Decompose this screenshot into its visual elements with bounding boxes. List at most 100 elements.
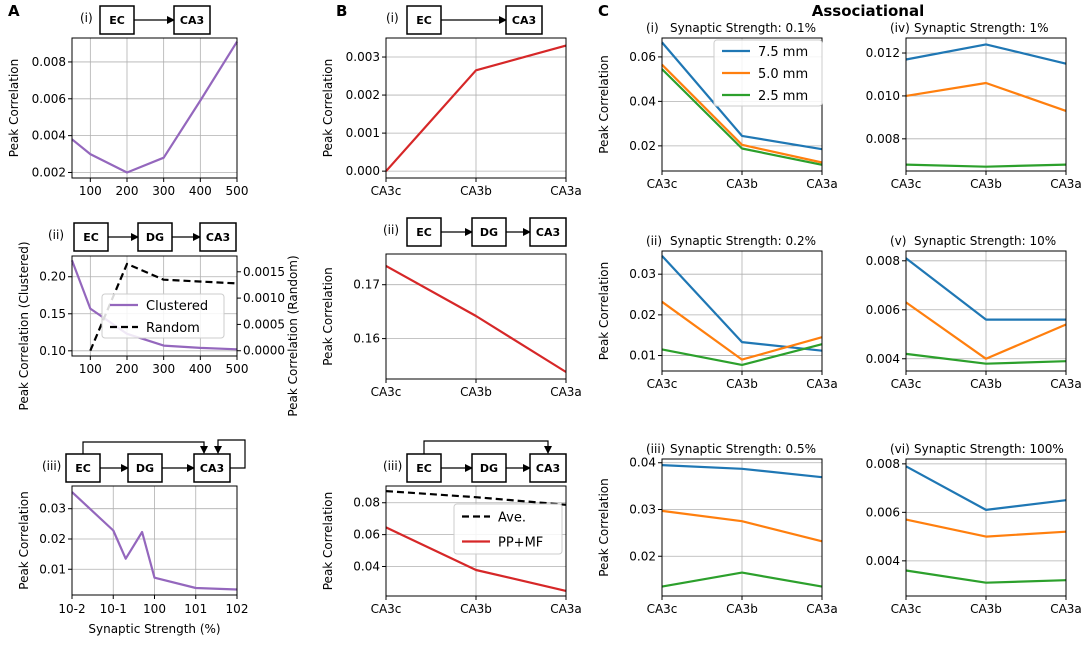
chart-B-i: CA3c CA3b CA3a 0.000 0.001 0.002 0.003 Peak Cor…	[321, 37, 582, 198]
y-tick-label: 0.06	[629, 50, 656, 64]
chart-C-iv: CA3c CA3b CA3a 0.008 0.010 0.012 (iv) Synaptic …	[866, 21, 1082, 191]
y-tick-label: 0.004	[866, 352, 900, 366]
roman-label: (i)	[646, 21, 659, 35]
y-tick-label: 0.04	[629, 94, 656, 108]
series-line-7-5-mm	[905, 257, 1066, 321]
y-tick-label: 0.03	[629, 502, 656, 516]
panel-title: Synaptic Strength: 100%	[914, 442, 1064, 456]
x-tick-label: 500	[226, 362, 249, 376]
y-axis-label: Peak Correlation	[7, 59, 21, 157]
x-tick-label: 101	[184, 602, 207, 616]
x-tick-label: 200	[116, 362, 139, 376]
y-tick-label: 0.02	[629, 308, 656, 322]
flow-box-dg: DG	[480, 226, 498, 239]
flow-box-dg: DG	[136, 462, 154, 475]
x-tick-label: CA3a	[806, 602, 838, 616]
y-tick-label: 0.15	[39, 307, 66, 321]
flow-diagram-a-iii: (iii) EC DG CA3	[42, 439, 246, 483]
series-line-5-0-mm	[905, 301, 1067, 360]
panel-title: Synaptic Strength: 1%	[914, 21, 1049, 35]
x-tick-label: CA3a	[550, 602, 582, 616]
series-line-7-5-mm	[661, 464, 823, 479]
y-tick-label: 0.003	[346, 50, 380, 64]
y-tick-label: 0.012	[866, 46, 900, 60]
roman-label: (i)	[386, 11, 399, 25]
charts-layer: 100 200 300 400 500 0.002 0.004 0.006 0.008 Peak …	[7, 21, 1082, 636]
chart-C-iii: CA3c CA3b CA3a 0.02 0.03 0.04 Peak Correlation…	[597, 442, 838, 616]
x-tick-label: 10-2	[58, 602, 85, 616]
panel-title: Synaptic Strength: 0.2%	[670, 234, 816, 248]
panel-title: Synaptic Strength: 0.1%	[670, 21, 816, 35]
y-tick-label: 0.16	[353, 332, 380, 346]
roman-label: (ii)	[383, 223, 399, 237]
associational-title: Associational	[812, 2, 925, 20]
x-tick-label: CA3b	[726, 602, 758, 616]
y-tick-label: 0.008	[866, 254, 900, 268]
legend-label: 5.0 mm	[758, 67, 808, 82]
roman-label: (ii)	[48, 228, 64, 242]
x-tick-label: CA3c	[647, 602, 678, 616]
flow-diagram-b-i: (i) EC CA3	[386, 5, 543, 35]
panel-letter-a: A	[8, 2, 20, 20]
y-tick-label: 0.04	[629, 456, 656, 470]
y-tick-label: 0.06	[353, 528, 380, 542]
x-tick-label: CA3b	[970, 377, 1002, 391]
flow-diagram-b-iii: (iii) EC DG CA3	[383, 440, 567, 483]
x-tick-label: 100	[143, 602, 166, 616]
series-line-5-0-mm	[661, 300, 823, 361]
x-tick-label: 200	[116, 184, 139, 198]
x-tick-label: CA3c	[891, 602, 922, 616]
chart-B-ii: CA3c CA3b CA3a 0.16 0.17 Peak Correlation	[321, 253, 582, 399]
y-axis-label: Peak Correlation	[597, 262, 611, 360]
flow-box-ca3: CA3	[200, 462, 224, 475]
y-axis-label-right: Peak Correlation (Random)	[286, 255, 300, 416]
series-line-2-5-mm	[661, 571, 823, 588]
series-line-5-0-mm	[905, 81, 1067, 112]
y-tick-label: 0.001	[346, 126, 380, 140]
x-tick-label: 400	[189, 184, 212, 198]
y-axis-label: Peak Correlation	[597, 478, 611, 576]
series-line-2-5-mm	[905, 352, 1067, 365]
flow-box-dg: DG	[146, 231, 164, 244]
x-tick-label: CA3a	[1050, 602, 1082, 616]
chart-C-i: CA3c CA3b CA3a 0.02 0.04 0.06 Peak Correlation…	[597, 21, 838, 191]
legend-label: 2.5 mm	[758, 89, 808, 104]
roman-label: (iii)	[42, 459, 61, 473]
y-tick-label: 0.01	[629, 349, 656, 363]
y-tick-label: 0.008	[32, 55, 66, 69]
flow-box-dg: DG	[480, 462, 498, 475]
y-tick-label: 0.000	[346, 164, 380, 178]
x-tick-label: 300	[152, 184, 175, 198]
x-tick-label: CA3c	[647, 377, 678, 391]
y-tick-label-right: 0.0000	[243, 344, 285, 358]
chart-A-i: 100 200 300 400 500 0.002 0.004 0.006 0.008 Peak …	[7, 37, 248, 198]
panel-letter-b: B	[336, 2, 347, 20]
y-tick-label: 0.006	[866, 505, 900, 519]
y-tick-label: 0.03	[39, 502, 66, 516]
y-tick-label: 0.002	[346, 88, 380, 102]
series-line-0	[71, 491, 238, 591]
flow-diagram-a-ii: (ii) EC DG CA3	[48, 222, 237, 252]
panel-letter-c: C	[598, 2, 609, 20]
x-tick-label: 100	[79, 362, 102, 376]
y-tick-label: 0.04	[353, 560, 380, 574]
flow-box-ec: EC	[109, 14, 125, 27]
flow-box-ec: EC	[416, 14, 432, 27]
chart-A-ii: 100 200 300 400 500 0.10 0.15 0.20 0.0000 0.0005 0…	[17, 242, 300, 417]
y-tick-label: 0.02	[629, 549, 656, 563]
series-line-2-5-mm	[661, 343, 823, 366]
chart-A-iii: 10-2 10-1 100 101 102 0.01 0.02 0.03 Peak Correl…	[17, 485, 248, 636]
series-line-7-5-mm	[905, 465, 1067, 511]
x-tick-label: CA3a	[1050, 377, 1082, 391]
roman-label: (vi)	[890, 442, 910, 456]
y-tick-label: 0.008	[866, 132, 900, 146]
y-tick-label: 0.008	[866, 457, 900, 471]
x-tick-label: CA3a	[550, 184, 582, 198]
x-tick-label: CA3b	[970, 602, 1002, 616]
flow-diagram-b-ii: (ii) EC DG CA3	[383, 217, 567, 247]
y-tick-label: 0.004	[866, 554, 900, 568]
x-tick-label: CA3a	[550, 385, 582, 399]
series-line-7-5-mm	[661, 255, 823, 352]
series-line-2-5-mm	[905, 163, 1067, 168]
